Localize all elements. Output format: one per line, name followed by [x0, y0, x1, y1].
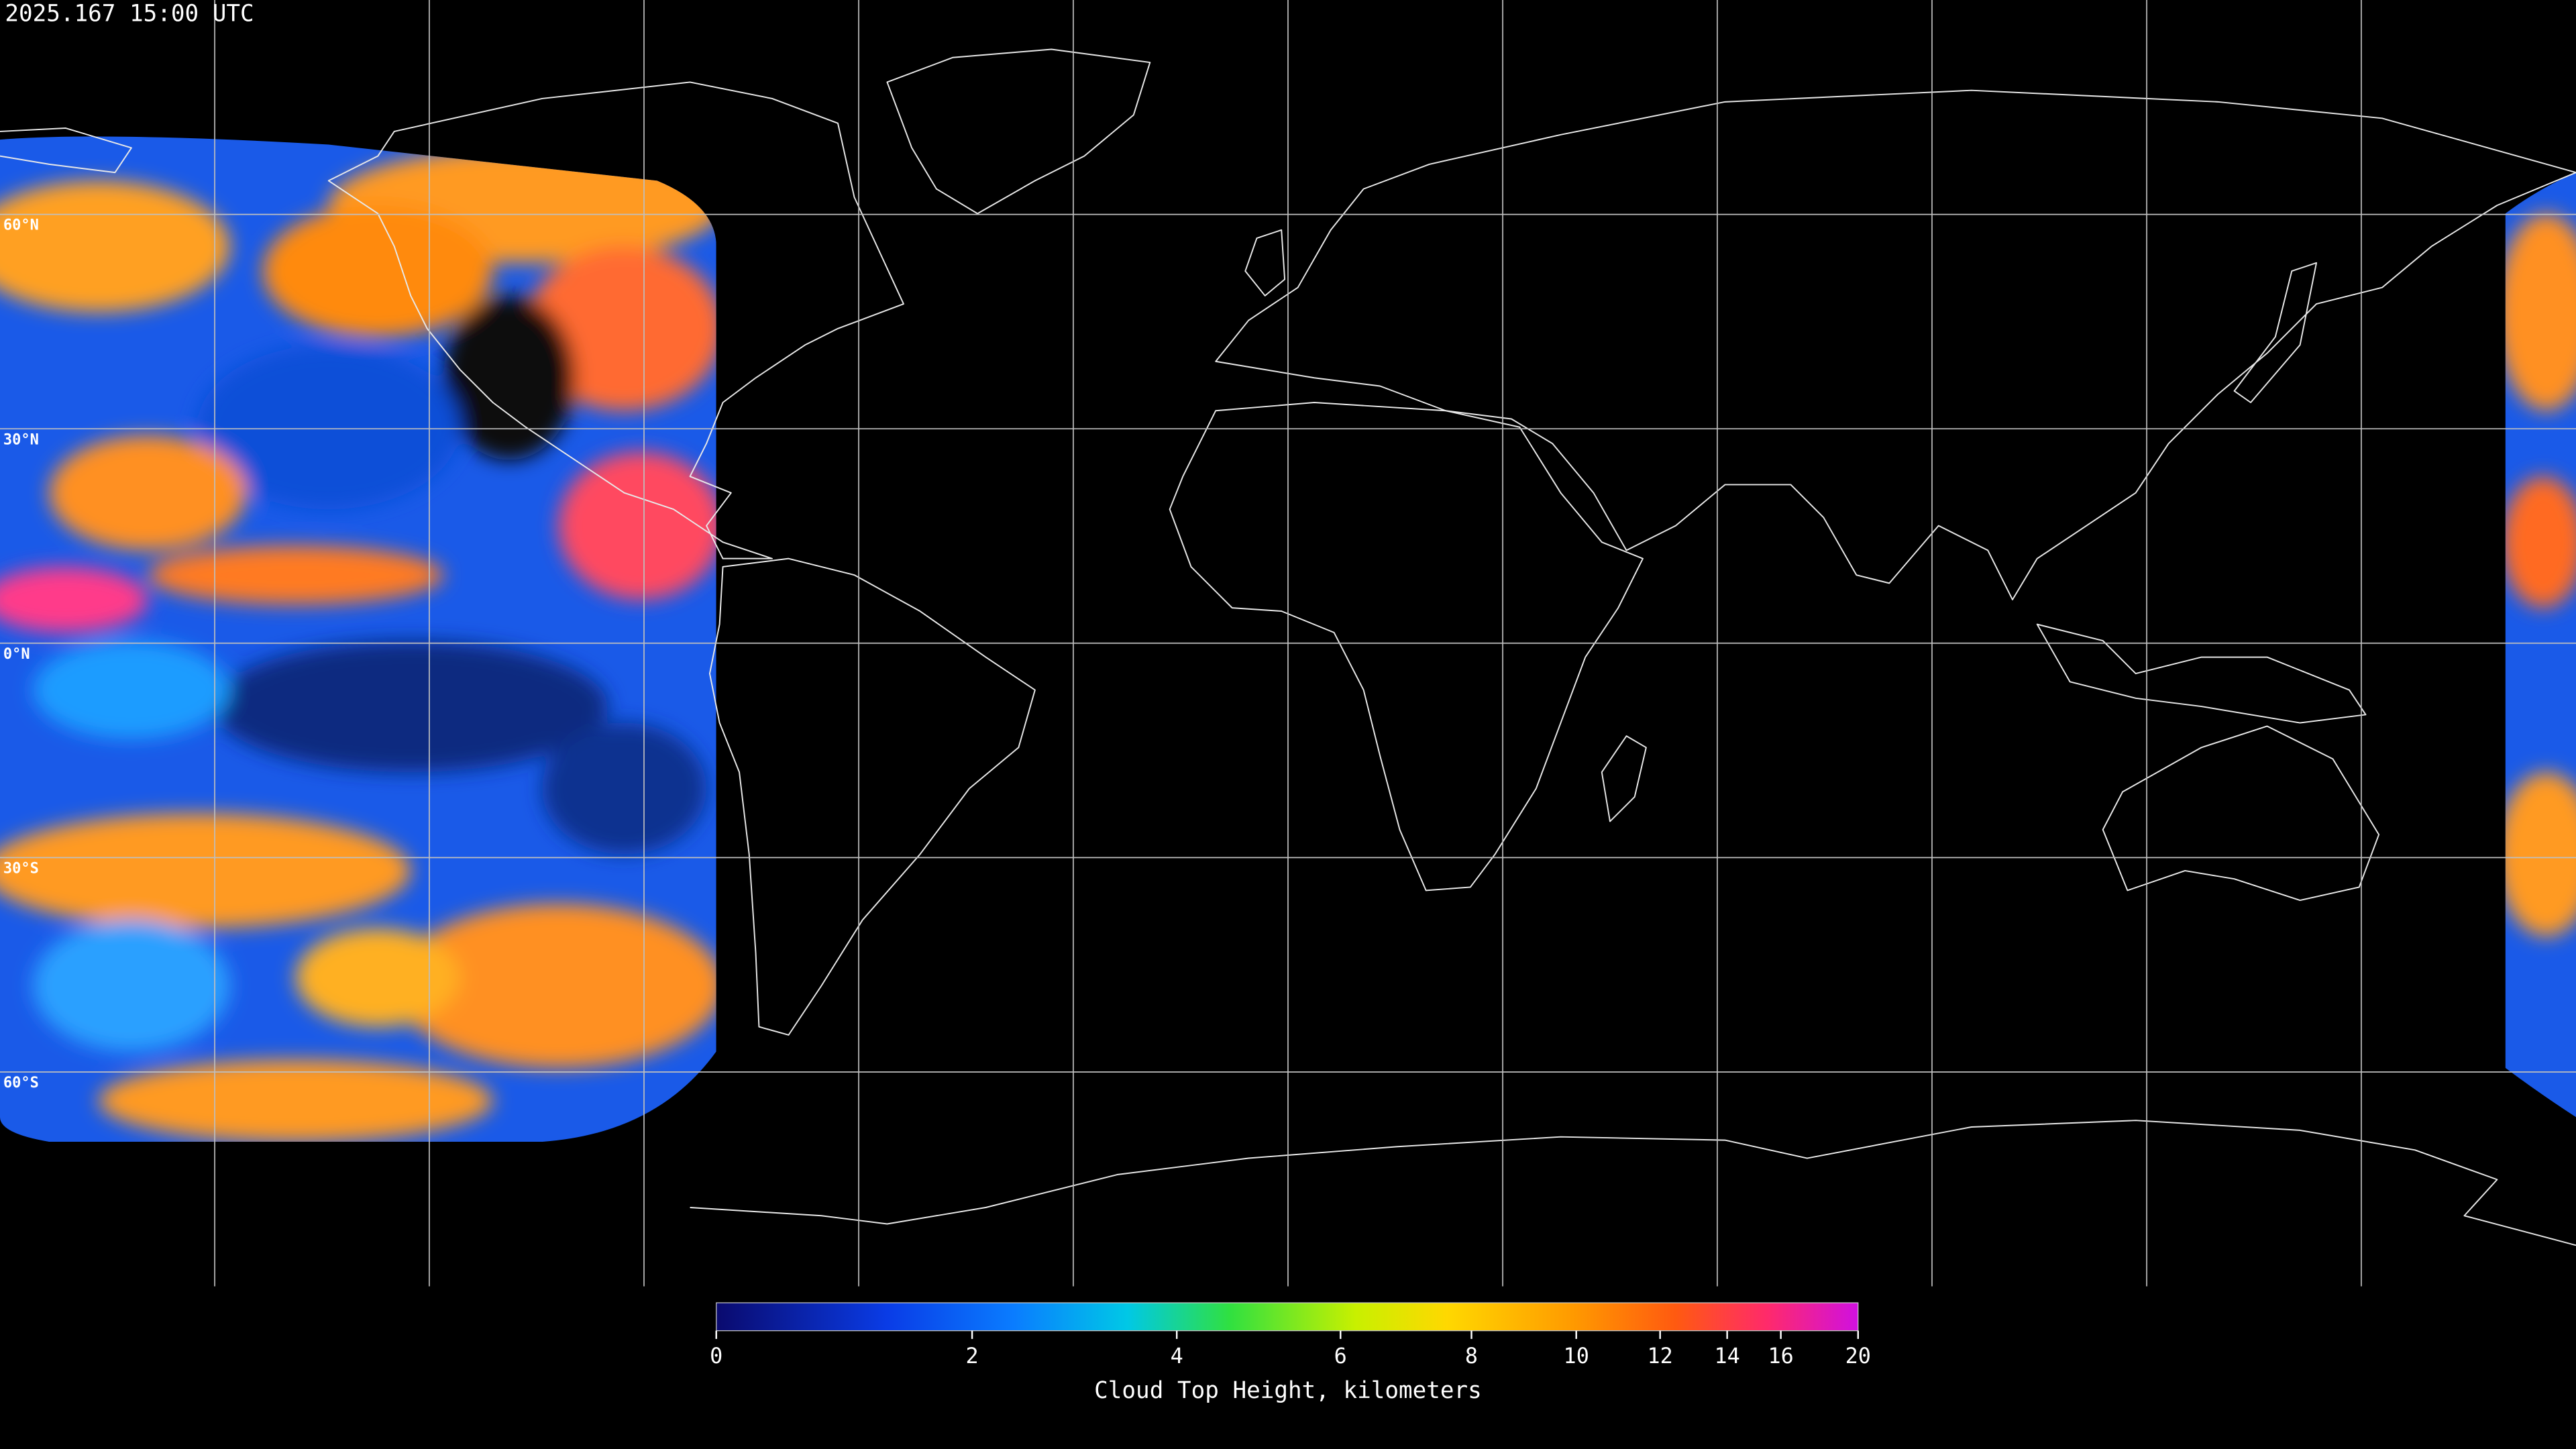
latitude-label: 30°S — [3, 861, 39, 877]
latitude-label: 30°N — [3, 431, 39, 448]
colorbar-tick-label: 16 — [1768, 1343, 1793, 1368]
colorbar-tick-label: 20 — [1845, 1343, 1871, 1368]
colorbar-tick-label: 4 — [1171, 1343, 1183, 1368]
colorbar-tick-label: 14 — [1714, 1343, 1739, 1368]
cloud-imagery-east — [2505, 172, 2576, 1118]
colorbar-ramp — [716, 1302, 1859, 1332]
timestamp: 2025.167 15:00 UTC — [5, 1, 254, 28]
colorbar-tick-label: 12 — [1648, 1343, 1673, 1368]
colorbar-tick-label: 2 — [966, 1343, 979, 1368]
latitude-grid: 60°N 30°N 0°N 30°S 60°S — [0, 213, 2576, 1091]
colorbar-title: Cloud Top Height, kilometers — [1094, 1377, 1482, 1404]
coastlines — [0, 48, 2576, 1246]
colorbar-tick-label: 8 — [1465, 1343, 1478, 1368]
latitude-label: 60°S — [3, 1075, 39, 1091]
colorbar-tick-label: 0 — [710, 1343, 722, 1368]
colorbar-tick-label: 10 — [1564, 1343, 1589, 1368]
colorbar: Cloud Top Height, kilometers 0 2 4 6 8 10 12 14… — [710, 1302, 1871, 1404]
colorbar-tick-label: 6 — [1334, 1343, 1347, 1368]
latitude-label: 0°N — [3, 646, 30, 663]
latitude-label: 60°N — [3, 217, 39, 234]
cloud-imagery-west — [0, 136, 716, 1142]
